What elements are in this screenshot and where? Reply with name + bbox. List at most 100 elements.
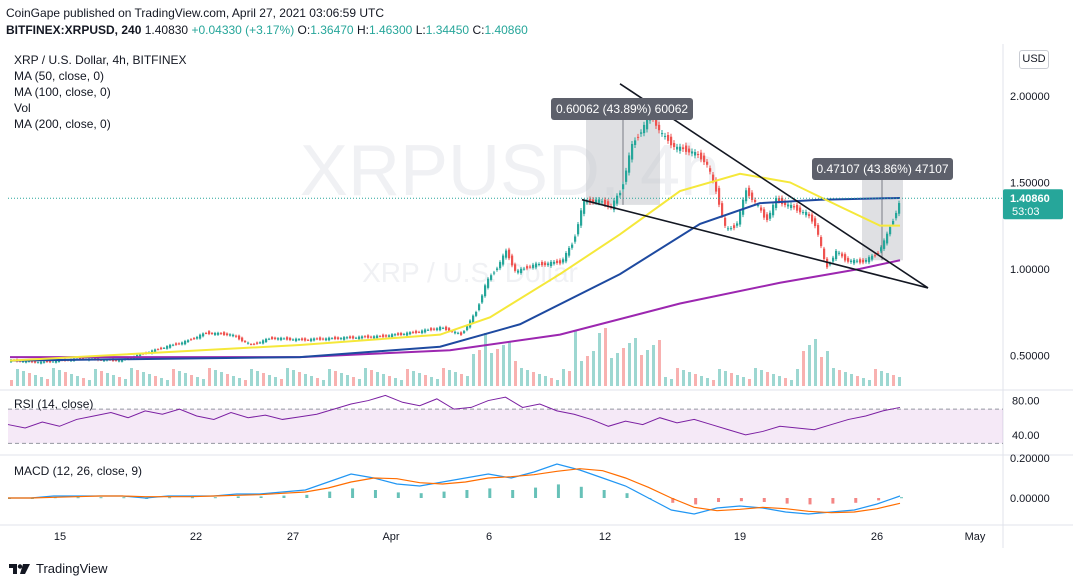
volume-bar (688, 372, 691, 386)
macd-histogram-bar (465, 490, 469, 498)
open-value: 1.36470 (310, 23, 354, 37)
volume-bar (226, 374, 229, 386)
macd-histogram-bar (190, 497, 194, 499)
macd-histogram-bar (99, 497, 103, 499)
price-tick-label: 0.50000 (1010, 350, 1050, 362)
candle-body (559, 260, 562, 264)
tradingview-logo-icon (9, 563, 30, 574)
candle-body (733, 225, 736, 229)
candle-body (43, 361, 46, 363)
candle-body (844, 254, 847, 261)
volume-bar (220, 372, 223, 386)
candle-body (391, 334, 394, 338)
volume-bar (406, 369, 409, 386)
legend-ma50[interactable]: MA (50, close, 0) (14, 69, 105, 83)
candle-body (592, 199, 595, 203)
candle-body (502, 255, 505, 265)
candle-body (340, 338, 343, 340)
candle-body (853, 259, 856, 264)
candle-body (298, 339, 301, 341)
candle-body (262, 340, 265, 344)
volume-bar (448, 370, 451, 386)
candle-body (118, 360, 121, 362)
candle-body (451, 331, 454, 333)
candle-body (310, 338, 313, 342)
legend-vol[interactable]: Vol (14, 101, 31, 115)
candle-body (832, 257, 835, 262)
candle-body (460, 332, 463, 335)
candle-body (229, 334, 232, 336)
volume-bar (598, 333, 601, 386)
volume-bar (874, 369, 877, 386)
date-tick-label: 22 (190, 531, 202, 543)
volume-bar (682, 370, 685, 386)
macd-histogram-bar (328, 491, 332, 498)
candle-body (550, 261, 553, 267)
volume-bar (724, 371, 727, 386)
volume-bar (766, 372, 769, 386)
candle-body (316, 338, 319, 340)
volume-bar (298, 372, 301, 386)
volume-bar (664, 377, 667, 386)
volume-bar (256, 371, 259, 386)
volume-bar (730, 373, 733, 386)
candle-body (841, 253, 844, 257)
candle-body (382, 334, 385, 337)
currency-button[interactable]: USD (1019, 50, 1049, 69)
candle-body (571, 244, 574, 248)
macd-histogram-bar (534, 487, 538, 498)
volume-bar (718, 369, 721, 386)
candle-body (37, 362, 40, 364)
measure-callout (551, 98, 693, 120)
macd-histogram-bar (145, 498, 149, 499)
volume-bar (604, 328, 607, 386)
candle-body (40, 361, 43, 364)
candle-body (487, 278, 490, 288)
candle-body (484, 285, 487, 297)
volume-bar (478, 350, 481, 386)
candle-body (436, 328, 439, 331)
candle-body (553, 261, 556, 264)
macd-histogram-bar (556, 484, 560, 498)
volume-bar (316, 378, 319, 386)
candle-body (493, 272, 496, 274)
volume-bar (364, 368, 367, 386)
candle-body (565, 252, 568, 262)
candle-body (514, 264, 517, 271)
candle-body (181, 342, 184, 345)
tradingview-brand: TradingView (36, 561, 108, 576)
candle-body (568, 247, 571, 256)
measure-callout-text: 0.60062 (43.89%) 60062 (556, 102, 688, 116)
date-tick-label: 26 (871, 531, 883, 543)
macd-label: MACD (12, 26, close, 9) (14, 464, 143, 478)
volume-bar (784, 378, 787, 386)
volume-bar (520, 368, 523, 386)
candle-body (817, 225, 820, 235)
volume-bar (556, 380, 559, 386)
candle-body (286, 337, 289, 340)
legend-ma100[interactable]: MA (100, close, 0) (14, 85, 111, 99)
candle-body (421, 330, 424, 334)
volume-bar (346, 375, 349, 386)
candle-body (736, 223, 739, 226)
volume-bar (286, 368, 289, 386)
candle-body (481, 295, 484, 303)
candle-body (163, 347, 166, 349)
candle-body (580, 210, 583, 226)
date-tick-label: May (965, 531, 986, 543)
candle-body (394, 334, 397, 336)
macd-histogram-bar (168, 497, 172, 499)
candle-body (184, 340, 187, 345)
candle-body (787, 204, 790, 207)
volume-bar (160, 378, 163, 386)
tradingview-footer[interactable]: TradingView (8, 561, 108, 576)
candle-body (589, 198, 592, 203)
volume-bar (64, 372, 67, 386)
legend-ma200[interactable]: MA (200, close, 0) (14, 117, 111, 131)
candle-body (616, 195, 619, 204)
volume-bar (304, 374, 307, 386)
macd-histogram-bar (625, 493, 629, 498)
volume-bar (796, 369, 799, 386)
candle-body (271, 337, 274, 339)
